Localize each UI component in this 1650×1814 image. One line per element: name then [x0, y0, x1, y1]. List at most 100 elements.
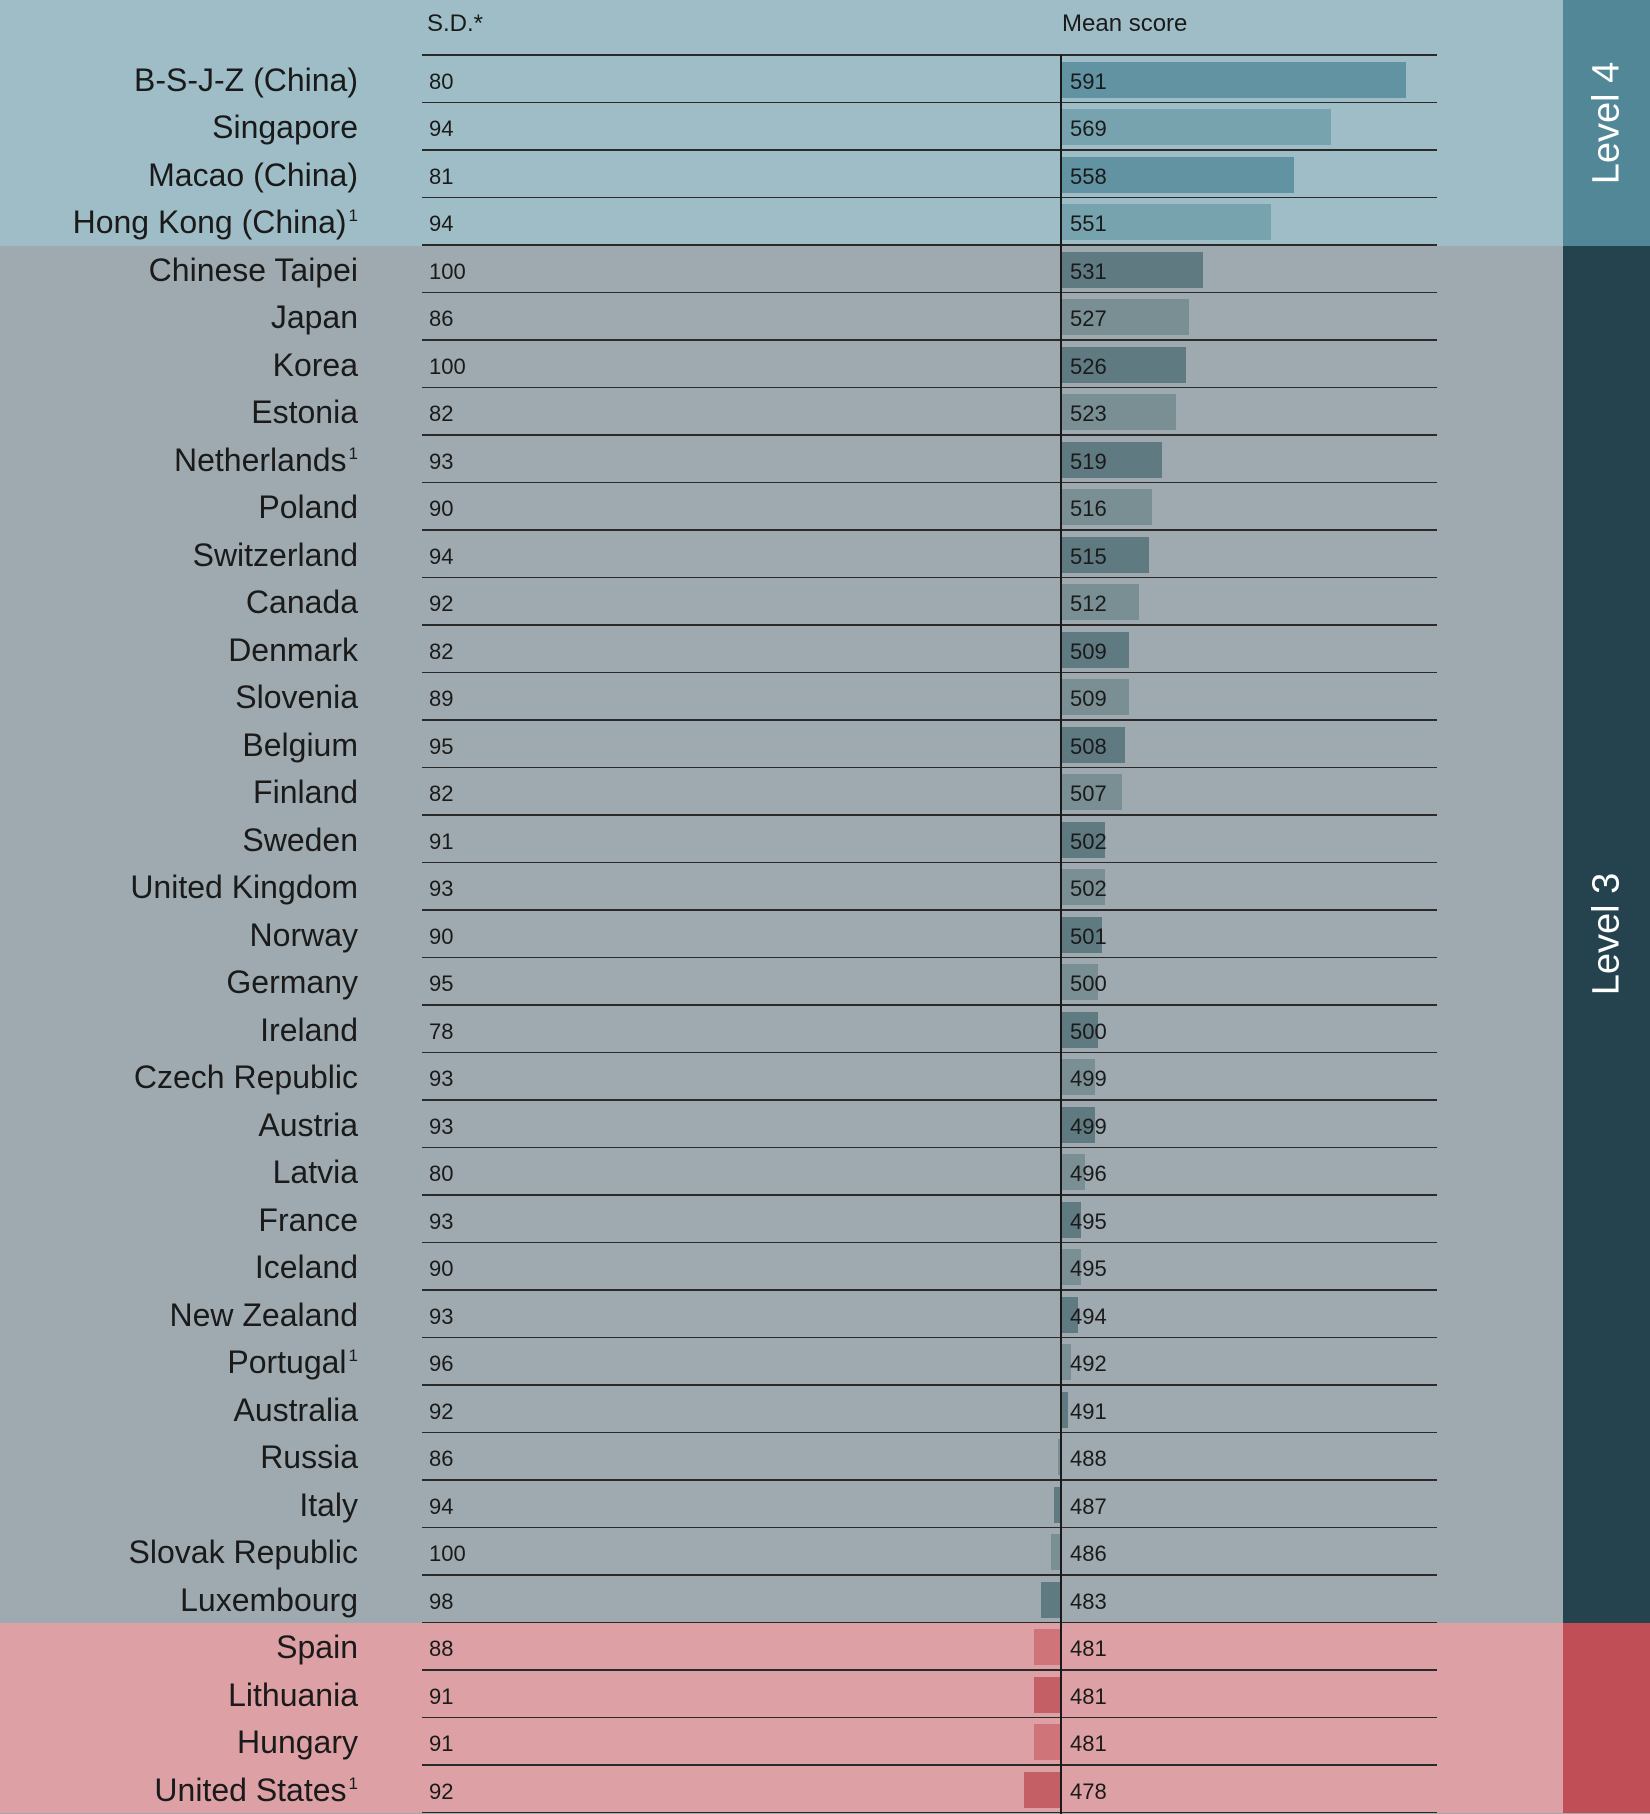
- baseline-axis: [1060, 55, 1062, 1814]
- table-row: Hungary 91 481: [0, 1718, 1650, 1766]
- table-row: Russia 86 488: [0, 1433, 1650, 1481]
- mean-score-bar: [1061, 489, 1153, 525]
- mean-score-bar: [1061, 109, 1332, 145]
- table-row: New Zealand 93 494: [0, 1291, 1650, 1338]
- country-name: United Kingdom: [130, 869, 358, 905]
- mean-score-value: 488: [1070, 1446, 1107, 1471]
- country-name: Hong Kong (China): [72, 204, 347, 240]
- sd-value: 98: [429, 1588, 454, 1614]
- country-name: Belgium: [242, 726, 358, 763]
- row-divider: [422, 814, 1437, 816]
- country-label: United States 1: [154, 1772, 358, 1809]
- mean-score-bar: [1050, 1534, 1061, 1570]
- table-row: Poland 90 516: [0, 483, 1650, 531]
- mean-score-bar: [1033, 1629, 1061, 1665]
- country-name: Russia: [260, 1439, 358, 1475]
- row-divider: [422, 1669, 1437, 1671]
- mean-score-bar: [1061, 346, 1187, 383]
- footnote-marker: 1: [348, 1773, 358, 1793]
- mean-score-value: 558: [1070, 163, 1107, 189]
- country-name: Luxembourg: [180, 1581, 358, 1618]
- country-label: United Kingdom: [130, 869, 358, 906]
- table-row: Estonia 82 523: [0, 388, 1650, 436]
- sd-value: 86: [429, 306, 454, 331]
- country-name: Iceland: [254, 1249, 358, 1285]
- mean-score-value: 551: [1070, 211, 1107, 236]
- mean-score-bar: [1061, 394, 1176, 430]
- mean-score-value: 495: [1070, 1256, 1107, 1281]
- table-row: Lithuania 91 481: [0, 1671, 1650, 1718]
- country-name: Poland: [258, 489, 358, 525]
- country-name: Macao (China): [148, 156, 358, 193]
- table-row: United States 1 92 478: [0, 1766, 1650, 1813]
- country-name: Spain: [276, 1629, 358, 1665]
- country-label: Portugal 1: [227, 1344, 358, 1381]
- row-divider: [422, 1526, 1437, 1528]
- table-row: Denmark 82 509: [0, 626, 1650, 673]
- table-row: Norway 90 501: [0, 911, 1650, 958]
- sd-value: 82: [429, 781, 454, 806]
- mean-score-bar: [1061, 204, 1271, 240]
- mean-score-value: 481: [1070, 1731, 1107, 1756]
- sd-value: 94: [429, 211, 454, 236]
- row-divider: [422, 244, 1437, 246]
- mean-score-value: 591: [1070, 68, 1107, 94]
- country-label: Germany: [226, 964, 358, 1001]
- country-label: Ireland: [260, 1012, 358, 1049]
- mean-score-value: 507: [1070, 781, 1107, 806]
- country-label: Austria: [258, 1107, 358, 1144]
- country-label: Sweden: [242, 822, 358, 859]
- table-row: Iceland 90 495: [0, 1243, 1650, 1291]
- sd-value: 93: [429, 1208, 454, 1234]
- country-name: Netherlands: [173, 441, 347, 478]
- table-row: Korea 100 526: [0, 341, 1650, 388]
- row-divider: [422, 719, 1437, 721]
- table-row: Czech Republic 93 499: [0, 1053, 1650, 1101]
- table-row: Germany 95 500: [0, 958, 1650, 1006]
- sd-value: 78: [429, 1018, 454, 1044]
- mean-score-bar: [1061, 1106, 1095, 1143]
- country-label: Norway: [250, 917, 358, 954]
- country-name: Slovak Republic: [128, 1534, 358, 1570]
- row-divider: [422, 101, 1437, 103]
- sd-value: 96: [429, 1351, 454, 1376]
- mean-score-bar: [1061, 1011, 1099, 1048]
- mean-score-bar: [1061, 1059, 1095, 1095]
- country-name: France: [258, 1201, 358, 1238]
- country-label: Poland: [258, 489, 358, 526]
- mean-score-bar: [1061, 631, 1129, 668]
- footnote-marker: 1: [348, 206, 358, 225]
- mean-score-bar: [1061, 1249, 1082, 1285]
- row-divider: [422, 956, 1437, 958]
- country-label: Estonia: [251, 394, 358, 431]
- row-divider: [422, 1384, 1437, 1386]
- row-divider: [422, 1764, 1437, 1766]
- mean-score-bar: [1061, 441, 1163, 478]
- sd-value: 93: [429, 1066, 454, 1091]
- mean-score-value: 501: [1070, 923, 1107, 949]
- mean-score-value: 496: [1070, 1161, 1107, 1186]
- table-row: Latvia 80 496: [0, 1148, 1650, 1196]
- mean-score-value: 502: [1070, 876, 1107, 901]
- mean-score-value: 487: [1070, 1493, 1107, 1519]
- mean-score-bar: [1061, 536, 1149, 573]
- row-divider: [422, 1811, 1437, 1813]
- sd-value: 88: [429, 1636, 454, 1661]
- sd-value: 90: [429, 1256, 454, 1281]
- sd-value: 93: [429, 1303, 454, 1329]
- country-name: Portugal: [227, 1344, 347, 1380]
- mean-score-value: 499: [1070, 1113, 1107, 1139]
- country-label: Slovenia: [235, 679, 358, 716]
- footnote-marker: 1: [348, 443, 358, 463]
- country-name: Norway: [249, 916, 358, 953]
- table-row: Macao (China) 81 558: [0, 151, 1650, 198]
- sd-value: 93: [429, 448, 454, 474]
- country-label: Czech Republic: [134, 1059, 358, 1096]
- country-name: Ireland: [260, 1011, 358, 1048]
- country-name: Denmark: [228, 631, 358, 668]
- row-divider: [422, 1431, 1437, 1433]
- country-name: Korea: [272, 346, 358, 383]
- country-label: Singapore: [212, 109, 358, 146]
- country-name: Latvia: [272, 1154, 358, 1190]
- mean-score-value: 499: [1070, 1066, 1107, 1091]
